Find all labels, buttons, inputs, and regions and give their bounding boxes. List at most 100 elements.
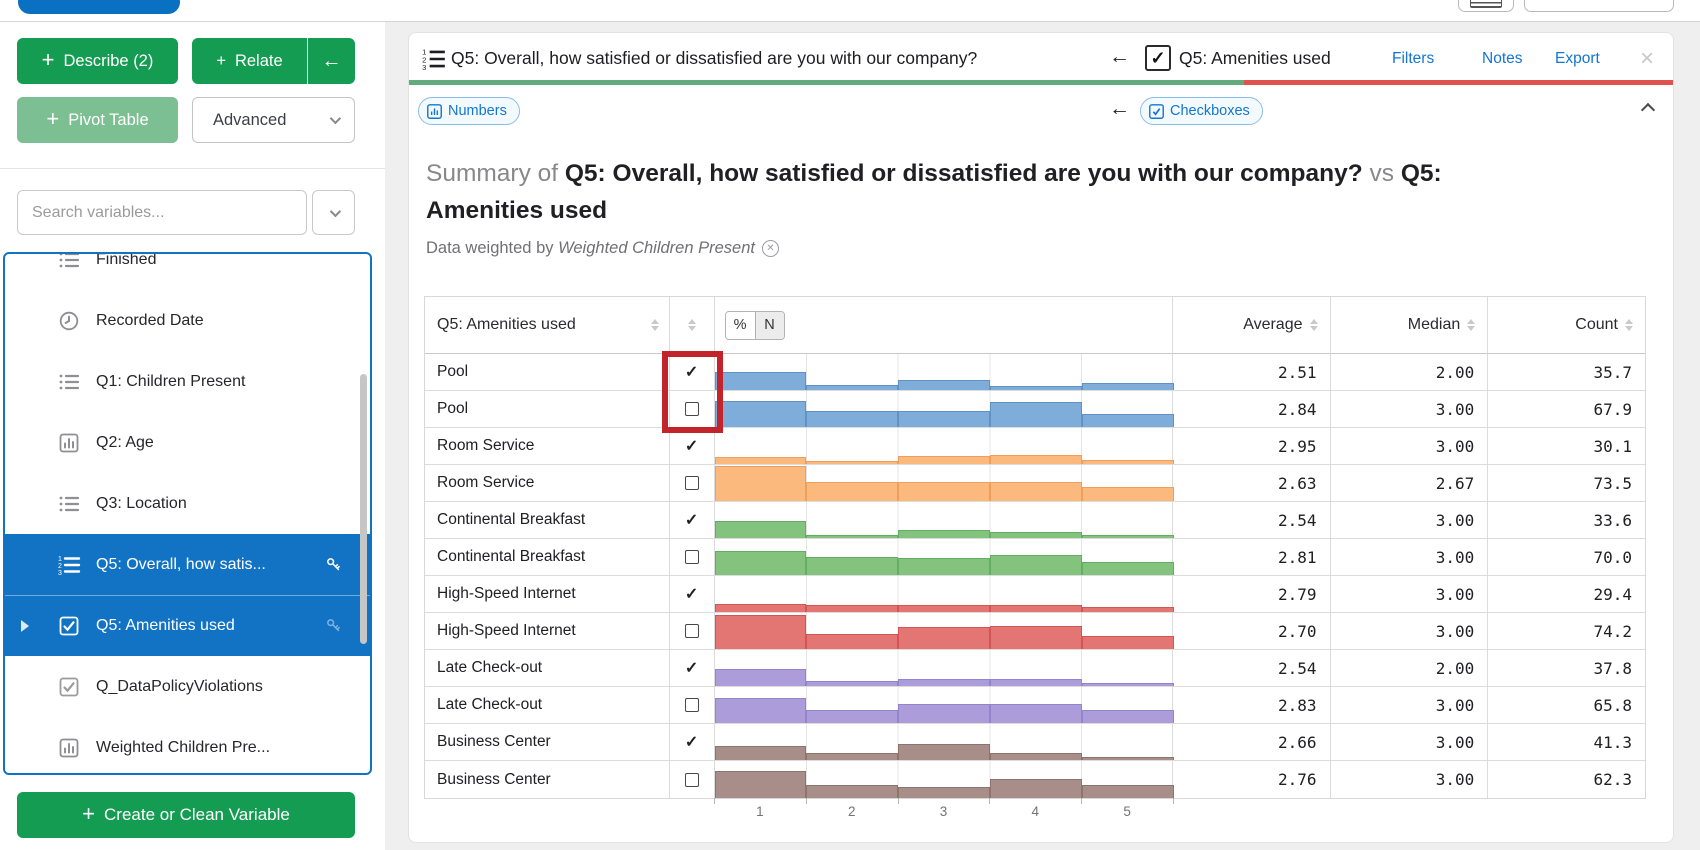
- checkbox-checked-icon[interactable]: ✓: [1145, 45, 1171, 71]
- histogram-bar: [989, 386, 1082, 390]
- histogram-bar: [806, 557, 899, 575]
- sort-icon[interactable]: [1467, 319, 1476, 331]
- sidebar-item-weighted-children-pre[interactable]: Weighted Children Pre...: [5, 717, 370, 773]
- histogram-bar: [989, 779, 1082, 798]
- filters-link[interactable]: Filters: [1392, 50, 1435, 67]
- sidebar-item-q1-children-present[interactable]: Q1: Children Present: [5, 351, 370, 412]
- svg-text:3: 3: [422, 63, 426, 72]
- table-row: Room Service ✓ 2.95 3.00 30.1: [425, 428, 1645, 465]
- relate-button[interactable]: + Relate: [192, 38, 307, 84]
- svg-text:1: 1: [58, 556, 62, 563]
- histogram-bar: [898, 627, 990, 649]
- remove-weight-icon[interactable]: ✕: [761, 240, 779, 257]
- sort-icon[interactable]: [650, 319, 659, 331]
- checkmark-icon: ✓: [684, 438, 699, 455]
- row-checkbox-cell[interactable]: ✓: [669, 724, 715, 761]
- row-checkbox-cell[interactable]: [669, 613, 715, 650]
- count-value: 65.8: [1488, 687, 1645, 724]
- count-value: 41.3: [1488, 724, 1645, 761]
- chevron-up-icon[interactable]: [1640, 102, 1656, 118]
- active-tab-pill[interactable]: [18, 0, 180, 14]
- count-column-header[interactable]: Count: [1488, 297, 1645, 354]
- average-value: 2.81: [1172, 539, 1331, 576]
- row-checkbox-cell[interactable]: [669, 391, 715, 428]
- histogram-bar: [806, 535, 899, 538]
- row-checkbox-cell[interactable]: [669, 687, 715, 724]
- create-or-clean-variable-button[interactable]: + Create or Clean Variable: [17, 792, 355, 838]
- row-checkbox-cell[interactable]: ✓: [669, 428, 715, 465]
- row-checkbox-cell[interactable]: [670, 761, 715, 798]
- sidebar-item-q5-overall-how-satis[interactable]: 1 2 3 Q5: Overall, how satis...: [5, 534, 370, 595]
- pivot-table-button[interactable]: + Pivot Table: [17, 97, 178, 143]
- row-checkbox-cell[interactable]: [669, 465, 715, 502]
- checkmark-icon: ✓: [684, 586, 699, 603]
- checkbox-column-header[interactable]: [669, 297, 715, 354]
- sidebar-item-q5-amenities-used[interactable]: Q5: Amenities used: [5, 595, 370, 656]
- average-value: 2.76: [1173, 761, 1331, 798]
- sidebar-item-q3-location[interactable]: Q3: Location: [5, 473, 370, 534]
- median-column-header[interactable]: Median: [1330, 297, 1489, 354]
- advanced-dropdown[interactable]: Advanced: [192, 97, 355, 143]
- toolbar-button[interactable]: [1524, 0, 1674, 12]
- count-value: 70.0: [1488, 539, 1645, 576]
- numbers-badge[interactable]: Numbers: [418, 97, 520, 125]
- histogram-bar: [1081, 487, 1174, 501]
- empty-checkbox-icon: [684, 476, 699, 490]
- sort-icon[interactable]: [687, 319, 696, 331]
- row-label-cell: Continental Breakfast: [425, 539, 670, 576]
- search-input[interactable]: [17, 190, 307, 235]
- average-value: 2.63: [1172, 465, 1331, 502]
- histogram-bar: [1081, 785, 1174, 798]
- chevron-down-icon: [329, 205, 341, 217]
- histogram-bar: [714, 457, 807, 464]
- n-toggle-button[interactable]: N: [754, 311, 784, 339]
- notes-link[interactable]: Notes: [1482, 50, 1523, 67]
- checkboxes-badge[interactable]: Checkboxes: [1140, 97, 1263, 125]
- pivot-table-button-label: Pivot Table: [68, 110, 149, 129]
- export-link[interactable]: Export: [1555, 50, 1600, 67]
- row-checkbox-cell[interactable]: ✓: [669, 354, 715, 391]
- sort-icon[interactable]: [1309, 319, 1318, 331]
- row-histogram: [714, 354, 1174, 391]
- histogram-bar: [898, 787, 990, 798]
- back-arrow-icon[interactable]: ←: [1109, 97, 1130, 120]
- numbers-badge-label: Numbers: [448, 103, 507, 119]
- collapse-panel-button[interactable]: ←: [307, 38, 355, 84]
- variable-list: Finished Recorded Date Q1: Children Presen…: [5, 252, 370, 773]
- list-scrollbar[interactable]: [360, 374, 367, 644]
- describe-button[interactable]: + Describe (2): [17, 38, 178, 84]
- row-checkbox-cell[interactable]: ✓: [669, 576, 715, 613]
- average-column-header[interactable]: Average: [1172, 297, 1331, 354]
- keyboard-shortcuts-button[interactable]: [1458, 0, 1514, 12]
- sidebar-item-q-datapolicyviolations[interactable]: Q_DataPolicyViolations: [5, 656, 370, 717]
- table-row: Continental Breakfast 2.81 3.00 70.0: [425, 539, 1645, 576]
- table-row: Business Center 2.76 3.00 62.3: [425, 761, 1645, 798]
- search-options-dropdown[interactable]: [312, 190, 355, 235]
- histogram-bar: [898, 380, 990, 390]
- list-icon: [57, 254, 81, 272]
- median-value: 3.00: [1330, 724, 1489, 761]
- close-icon[interactable]: ×: [1640, 45, 1655, 72]
- sort-icon[interactable]: [1625, 319, 1633, 331]
- histogram-bar: [714, 372, 807, 390]
- row-checkbox-cell[interactable]: ✓: [669, 502, 715, 539]
- histogram-bar: [806, 605, 899, 612]
- sidebar-item-recorded-date[interactable]: Recorded Date: [5, 290, 370, 351]
- histogram-bar: [714, 551, 807, 575]
- amenities-column-header[interactable]: Q5: Amenities used: [425, 297, 670, 354]
- sidebar-item-finished[interactable]: Finished: [5, 252, 370, 290]
- key-icon: [327, 619, 340, 632]
- row-label-cell: Business Center: [425, 724, 670, 761]
- row-checkbox-cell[interactable]: [669, 539, 715, 576]
- percent-toggle-button[interactable]: %: [725, 311, 755, 339]
- empty-checkbox-icon: [684, 550, 699, 564]
- sidebar-item-q2-age[interactable]: Q2: Age: [5, 412, 370, 473]
- count-column-label: Count: [1575, 316, 1618, 333]
- back-arrow-icon[interactable]: ←: [1109, 45, 1130, 68]
- axis-tick-label: 5: [1123, 804, 1131, 819]
- table-row: Pool 2.84 3.00 67.9: [425, 391, 1645, 428]
- row-checkbox-cell[interactable]: ✓: [669, 650, 715, 687]
- axis-tick: [897, 798, 899, 804]
- sidebar-item-label: Finished: [96, 252, 157, 268]
- expand-caret-icon[interactable]: [21, 620, 29, 632]
